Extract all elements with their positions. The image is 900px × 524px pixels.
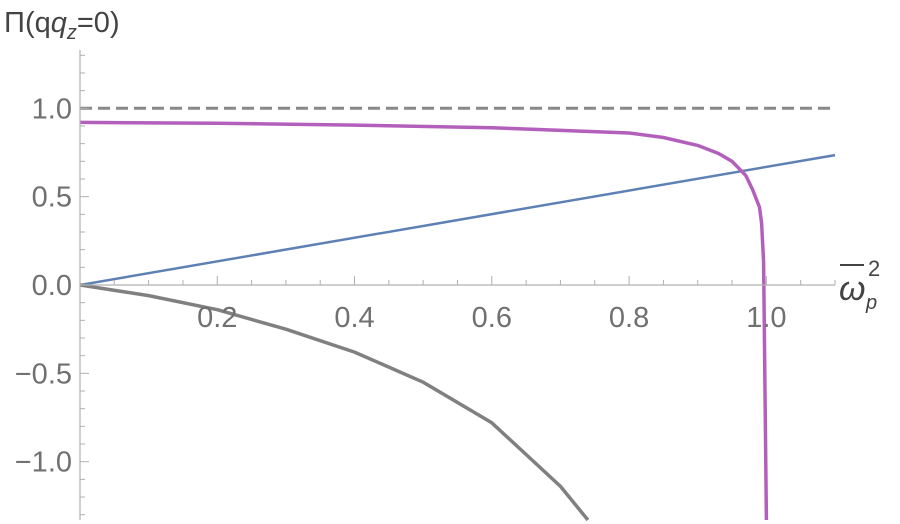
x-axis-title: ω 2 p bbox=[839, 256, 880, 314]
x-tick-label: 0.6 bbox=[472, 302, 512, 334]
y-tick-label: −0.5 bbox=[15, 358, 72, 390]
series-layer bbox=[80, 106, 836, 522]
x-axis-title-subscript: p bbox=[865, 292, 877, 314]
x-tick-label: 0.4 bbox=[334, 302, 374, 334]
x-tick-label: 1.0 bbox=[746, 302, 786, 334]
x-axis-title-superscript: 2 bbox=[868, 256, 880, 281]
y-tick-label: 1.0 bbox=[32, 93, 72, 125]
x-axis-title-symbol: ω bbox=[839, 270, 865, 308]
axes-layer bbox=[79, 50, 836, 520]
series-line-2 bbox=[80, 120, 769, 521]
y-tick-label: 0.5 bbox=[32, 182, 72, 214]
y-tick-label: −1.0 bbox=[15, 447, 72, 479]
series-line-3 bbox=[80, 283, 590, 522]
x-tick-label: 0.2 bbox=[197, 302, 237, 334]
x-tick-label: 0.8 bbox=[609, 302, 649, 334]
series-line-1 bbox=[80, 153, 836, 287]
label-layer: 0.2 0.4 0.6 0.8 1.0 −1.0 −0.5 0.0 0.5 1.0 bbox=[15, 93, 787, 478]
y-axis-title: Π(qqz=0) bbox=[4, 7, 120, 44]
y-tick-label: 0.0 bbox=[32, 270, 72, 302]
